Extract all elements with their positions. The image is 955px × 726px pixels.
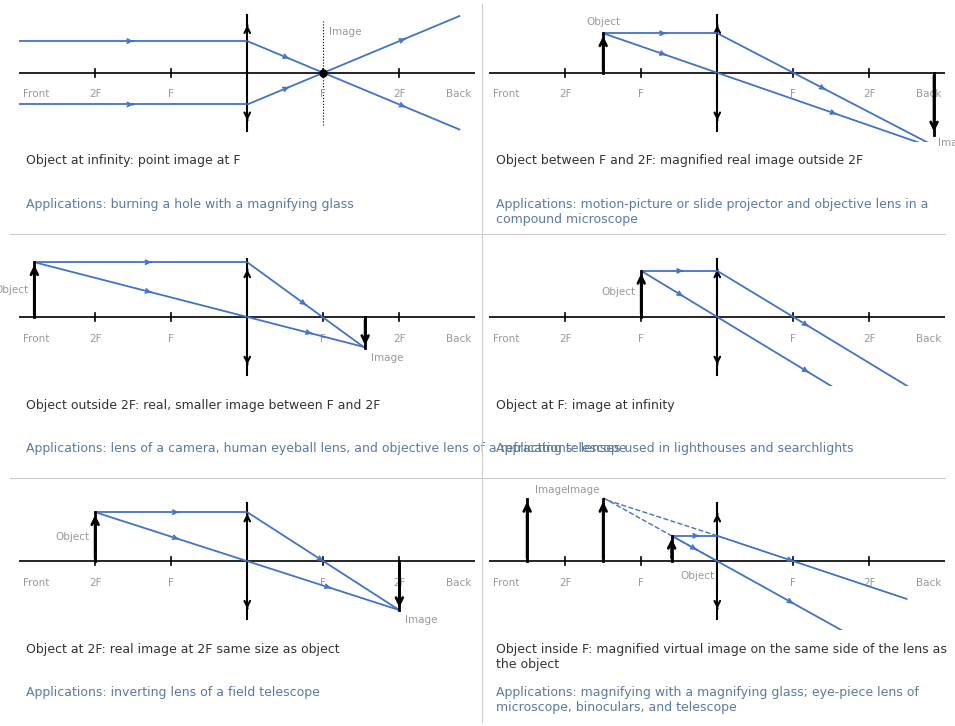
Text: Image: Image	[567, 485, 600, 495]
Text: 2F: 2F	[89, 333, 101, 343]
Text: Image: Image	[938, 139, 955, 149]
Text: Front: Front	[23, 89, 50, 99]
Text: Back: Back	[916, 89, 942, 99]
Text: Object: Object	[601, 287, 635, 297]
Text: Front: Front	[23, 333, 50, 343]
Text: Object: Object	[681, 571, 715, 582]
Text: Back: Back	[446, 578, 472, 588]
Text: Object: Object	[586, 17, 620, 28]
Text: F: F	[638, 89, 645, 99]
Text: Object: Object	[55, 531, 89, 542]
Text: Object between F and 2F: magnified real image outside 2F: Object between F and 2F: magnified real …	[496, 155, 863, 168]
Text: Image: Image	[371, 353, 404, 363]
Text: 2F: 2F	[89, 89, 101, 99]
Text: Front: Front	[493, 578, 520, 588]
Text: F: F	[638, 333, 645, 343]
Text: Back: Back	[446, 89, 472, 99]
Text: Object at F: image at infinity: Object at F: image at infinity	[496, 399, 674, 412]
Text: 2F: 2F	[393, 333, 406, 343]
Text: 2F: 2F	[393, 578, 406, 588]
Text: Applications: lens of a camera, human eyeball lens, and objective lens of a refr: Applications: lens of a camera, human ey…	[26, 442, 626, 455]
Text: Applications: inverting lens of a field telescope: Applications: inverting lens of a field …	[26, 686, 320, 699]
Text: Applications: lenses used in lighthouses and searchlights: Applications: lenses used in lighthouses…	[496, 442, 854, 455]
Text: F: F	[320, 578, 327, 588]
Text: 2F: 2F	[393, 89, 406, 99]
Text: Applications: magnifying with a magnifying glass; eye-piece lens of microscope, : Applications: magnifying with a magnifyi…	[496, 686, 919, 714]
Text: Image: Image	[406, 615, 438, 625]
Text: F: F	[638, 578, 645, 588]
Text: F: F	[320, 89, 327, 99]
Text: F: F	[168, 578, 174, 588]
Text: F: F	[168, 333, 174, 343]
Text: F: F	[168, 89, 174, 99]
Text: Back: Back	[916, 333, 942, 343]
Text: 2F: 2F	[863, 578, 876, 588]
Text: Image: Image	[329, 28, 362, 37]
Text: Object outside 2F: real, smaller image between F and 2F: Object outside 2F: real, smaller image b…	[26, 399, 380, 412]
Text: 2F: 2F	[89, 578, 101, 588]
Text: Object at 2F: real image at 2F same size as object: Object at 2F: real image at 2F same size…	[26, 643, 340, 656]
Text: 2F: 2F	[559, 578, 571, 588]
Text: F: F	[791, 89, 796, 99]
Text: 2F: 2F	[863, 333, 876, 343]
Text: Front: Front	[493, 89, 520, 99]
Text: 2F: 2F	[559, 333, 571, 343]
Text: Applications: motion-picture or slide projector and objective lens in a compound: Applications: motion-picture or slide pr…	[496, 197, 928, 226]
Text: F: F	[791, 578, 796, 588]
Text: Front: Front	[493, 333, 520, 343]
Text: Object inside F: magnified virtual image on the same side of the lens as the obj: Object inside F: magnified virtual image…	[496, 643, 946, 671]
Text: Back: Back	[916, 578, 942, 588]
Text: 2F: 2F	[863, 89, 876, 99]
Text: Image: Image	[535, 485, 567, 495]
Text: Object at infinity: point image at F: Object at infinity: point image at F	[26, 155, 241, 168]
Text: Front: Front	[23, 578, 50, 588]
Text: 2F: 2F	[559, 89, 571, 99]
Text: F: F	[320, 333, 327, 343]
Text: Back: Back	[446, 333, 472, 343]
Text: Applications: burning a hole with a magnifying glass: Applications: burning a hole with a magn…	[26, 197, 353, 211]
Text: Object: Object	[0, 285, 29, 295]
Text: F: F	[791, 333, 796, 343]
